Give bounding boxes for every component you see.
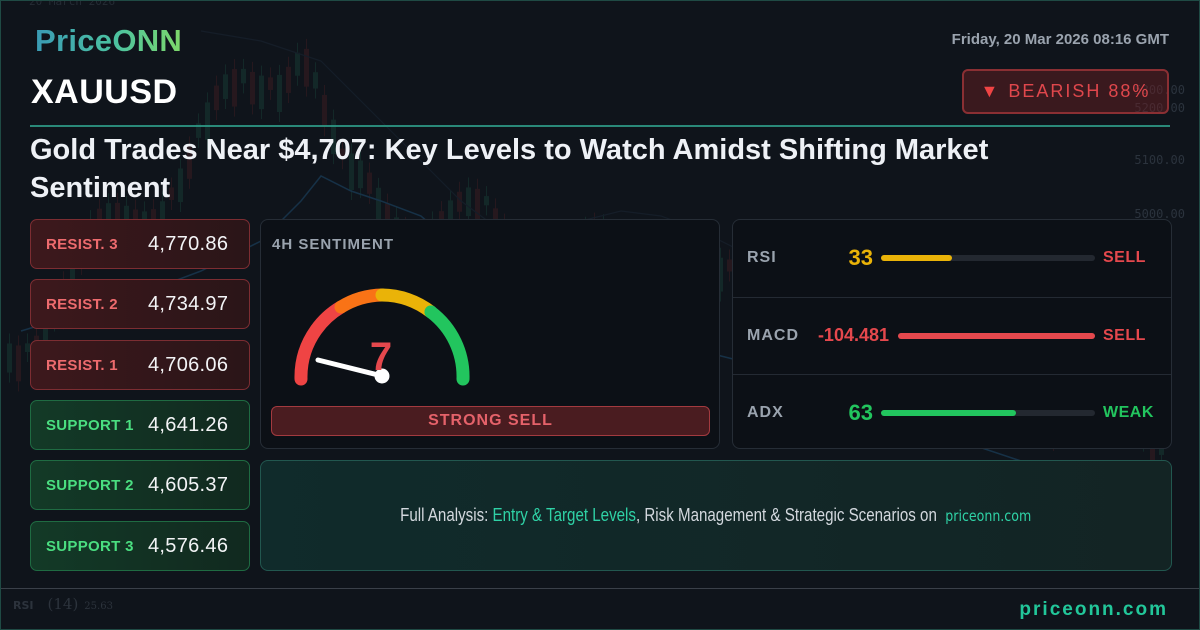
axis-label: 5100.00 [1134,153,1185,167]
cta-text: Full Analysis: Entry & Target Levels, Ri… [400,505,1031,526]
bias-badge: ▼ BEARISH 88% [962,69,1169,114]
footer-divider [1,588,1199,589]
indicator-value: 63 [848,399,873,425]
indicator-row-adx: ADX 63 WEAK [733,374,1171,450]
full-analysis-cta[interactable]: Full Analysis: Entry & Target Levels, Ri… [260,460,1172,571]
triangle-down-icon: ▼ [980,81,999,101]
indicator-signal: SELL [1103,326,1146,344]
level-label: RESIST. 3 [46,235,118,253]
sentiment-title: 4H SENTIMENT [272,236,395,253]
rsi-label: RSI [13,599,34,612]
level-support-1: SUPPORT 1 4,641.26 [30,400,250,450]
cta-middle: , Risk Management & Strategic Scenarios … [636,505,942,525]
indicator-bar [898,332,1095,339]
level-support-2: SUPPORT 2 4,605.37 [30,460,250,510]
indicator-row-macd: MACD -104.481 SELL [733,297,1171,373]
indicator-signal: WEAK [1103,403,1154,421]
indicator-name: RSI [747,249,777,266]
cta-highlight: Entry & Target Levels [492,505,637,525]
background-rsi-label: RSI (14) 25.63 [13,595,113,613]
indicator-value: 33 [848,245,873,270]
indicators-card: RSI 33 SELL MACD -104.481 SELL ADX 63 WE… [732,219,1172,449]
indicator-name: ADX [747,403,784,421]
indicator-signal: SELL [1103,249,1146,266]
indicator-bar [881,255,1095,261]
indicator-name: MACD [747,326,799,344]
level-label: RESIST. 1 [46,356,118,374]
header-divider [30,125,1170,127]
axis-label: 5000.00 [1134,207,1185,221]
level-value: 4,641.26 [148,413,229,436]
level-value: 4,734.97 [148,292,229,315]
cta-site-link[interactable]: priceonn.com [945,507,1032,525]
timestamp: Friday, 20 Mar 2026 08:16 GMT [951,31,1169,48]
headline: Gold Trades Near $4,707: Key Levels to W… [30,134,989,204]
sentiment-gauge-icon [294,288,470,386]
level-value: 4,576.46 [148,534,229,557]
symbol-title: XAUUSD [31,73,178,111]
indicator-value: -104.481 [817,325,889,345]
indicator-bar [881,409,1095,416]
rsi-period: (14) [47,595,79,613]
axis-label: 5300.00 [1134,83,1185,97]
level-label: SUPPORT 2 [46,476,134,494]
sentiment-verdict: STRONG SELL [271,406,710,436]
level-label: RESIST. 2 [46,295,118,313]
rsi-value: 25.63 [84,601,113,612]
level-support-3: SUPPORT 3 4,576.46 [30,521,250,571]
level-resistance-2: RESIST. 2 4,734.97 [30,279,250,329]
sentiment-card: 4H SENTIMENT 7 STRONG SELL [260,219,720,449]
cta-prefix: Full Analysis: [400,505,493,525]
priceonn-logo: PriceONN [35,23,183,58]
level-label: SUPPORT 1 [46,416,134,434]
axis-label: 5200.00 [1134,101,1185,115]
level-value: 4,706.06 [148,353,229,376]
footer-site-link[interactable]: priceonn.com [1019,599,1168,620]
level-resistance-1: RESIST. 1 4,706.06 [30,340,250,390]
background-date-text: 20 March 2026 [29,0,116,8]
indicator-row-rsi: RSI 33 SELL [733,220,1171,296]
bias-label: BEARISH 88% [1008,81,1151,101]
sentiment-score: 7 [369,335,393,379]
level-resistance-3: RESIST. 3 4,770.86 [30,219,250,269]
level-value: 4,770.86 [148,232,229,255]
level-label: SUPPORT 3 [46,537,134,555]
level-value: 4,605.37 [148,473,229,496]
